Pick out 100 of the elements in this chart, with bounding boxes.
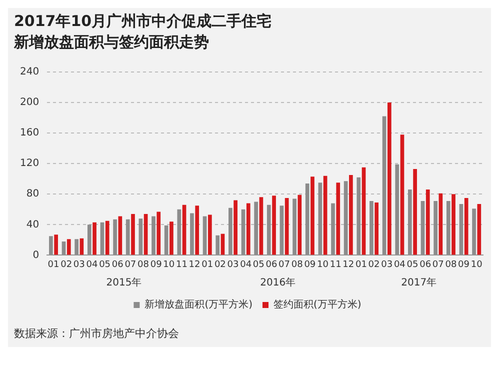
bar [420, 201, 425, 255]
bar [87, 224, 92, 255]
x-tick-label: 04 [394, 260, 406, 270]
x-tick-label: 06 [112, 260, 124, 270]
bar [170, 222, 174, 255]
bar [208, 214, 212, 255]
bar [387, 102, 392, 255]
bar [164, 225, 168, 255]
x-tick-label: 02 [214, 260, 226, 270]
x-tick-label: 08 [445, 260, 457, 270]
text: 2016年 [260, 276, 296, 289]
bar [426, 190, 430, 255]
bar [195, 206, 200, 255]
x-tick-label: 11 [176, 260, 188, 270]
x-tick-label: 10 [470, 260, 483, 270]
bar [400, 134, 404, 255]
bar [190, 213, 194, 255]
bar [216, 235, 220, 255]
bar [131, 214, 135, 255]
bar [49, 236, 53, 255]
x-tick-label: 11 [330, 260, 342, 270]
bar [126, 219, 130, 255]
x-tick-label: 01 [202, 260, 214, 270]
chart-title: 2017年10月广州市中介促成二手住宅 [13, 11, 273, 31]
y-tick-label: 80 [26, 188, 40, 200]
x-tick-label: 08 [291, 260, 304, 270]
bar [305, 183, 310, 255]
bar [177, 209, 182, 255]
bar [370, 201, 374, 255]
bar [74, 239, 78, 255]
bar [66, 239, 71, 255]
y-tick-label: 240 [20, 66, 40, 78]
x-tick-label: 07 [432, 260, 444, 270]
legend-label: 新增放盘面积(万平方米) [144, 298, 253, 311]
bar [234, 200, 238, 255]
x-tick-label: 05 [406, 260, 418, 270]
bar [344, 181, 348, 255]
bar [349, 175, 353, 255]
x-tick-label: 07 [124, 260, 136, 270]
bar [472, 208, 476, 255]
bar [138, 218, 143, 255]
x-tick-label: 03 [73, 260, 85, 270]
y-tick-label: 120 [20, 158, 40, 170]
x-tick-label: 09 [150, 260, 162, 270]
bar [113, 219, 117, 255]
x-tick-label: 12 [188, 260, 200, 270]
bar [408, 190, 412, 255]
y-tick-label: 0 [32, 250, 40, 261]
legend-label: 签约面积(万平方米) [274, 298, 362, 311]
x-tick-label: 05 [252, 260, 264, 270]
text: 2017年 [401, 276, 437, 289]
bar [280, 206, 284, 255]
x-tick-label: 01 [355, 260, 367, 270]
bar [202, 216, 207, 255]
x-tick-label: 10 [317, 260, 329, 270]
y-tick-label: 160 [20, 128, 40, 139]
bar [382, 116, 386, 255]
bar [182, 204, 186, 255]
x-tick-label: 03 [381, 260, 393, 270]
bar [266, 204, 271, 255]
bar [356, 177, 361, 255]
bar [310, 176, 314, 255]
bar [452, 194, 456, 255]
bar [318, 182, 322, 255]
bar [228, 208, 232, 255]
x-tick-label: 12 [342, 260, 354, 270]
bar [152, 216, 156, 255]
bar [100, 222, 104, 255]
x-tick-label: 06 [266, 260, 278, 270]
bar [284, 198, 289, 255]
bar [272, 196, 276, 255]
bar [477, 204, 482, 255]
bar [254, 202, 258, 255]
bar [331, 203, 335, 255]
source-note: 数据来源：广州市房地产中介协会 [13, 326, 180, 342]
bar [105, 220, 110, 255]
bar [118, 216, 122, 255]
bar [246, 203, 250, 255]
x-tick-label: 07 [278, 260, 290, 270]
bar [374, 202, 379, 255]
bar [336, 182, 340, 255]
x-tick-label: 01 [48, 260, 60, 270]
bar [92, 222, 96, 255]
bar [446, 201, 450, 255]
bar [438, 193, 443, 255]
bar [459, 204, 464, 255]
y-tick-label: 40 [26, 219, 40, 230]
bar [362, 167, 366, 255]
bar [292, 198, 296, 255]
bar [464, 198, 468, 255]
bar [434, 201, 438, 255]
x-tick-label: 02 [368, 260, 380, 270]
x-tick-label: 04 [86, 260, 98, 270]
x-tick-label: 09 [304, 260, 316, 270]
x-tick-label: 09 [458, 260, 470, 270]
x-tick-label: 10 [163, 260, 175, 270]
bar [323, 176, 328, 255]
x-tick-label: 05 [99, 260, 111, 270]
y-tick-label: 200 [20, 97, 40, 108]
bar [413, 168, 417, 255]
